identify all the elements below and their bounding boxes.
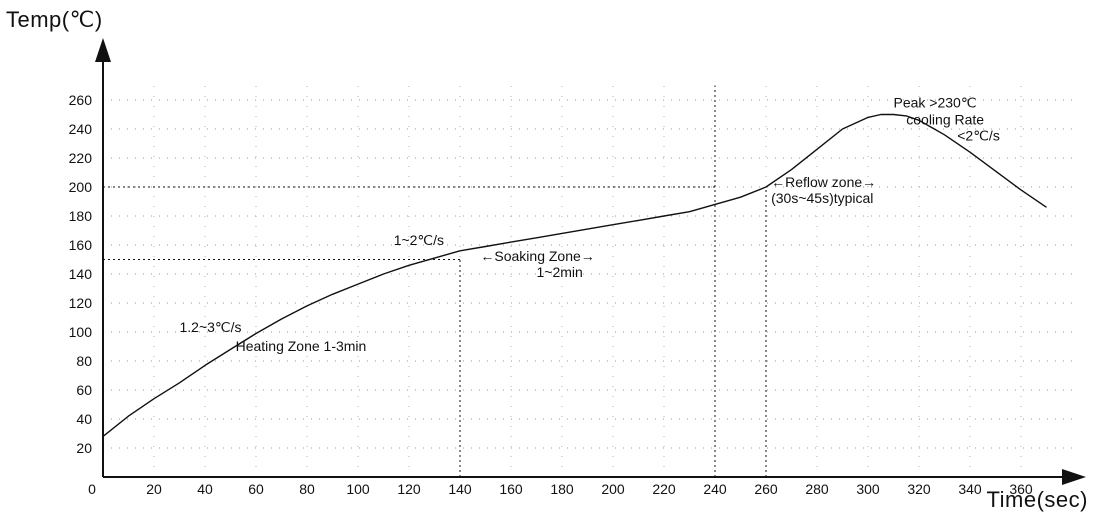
x-tick-label: 60 [248, 481, 264, 497]
grid [103, 85, 1072, 477]
tick-labels: 0 20 40 60 80 100 120 140 160 180 200 220 240 260 280 3… [69, 92, 1033, 497]
x-tick-label: 320 [907, 481, 931, 497]
x-tick-label: 280 [805, 481, 829, 497]
annotation-label: Heating Zone 1-3min [236, 338, 367, 354]
x-tick-label: 220 [652, 481, 676, 497]
y-tick-label: 100 [69, 324, 93, 340]
y-tick-label: 40 [76, 411, 92, 427]
y-tick-label: 120 [69, 295, 93, 311]
annotation-label: 1~2℃/s [394, 232, 444, 248]
annotation-label: ←Soaking Zone→ [480, 248, 594, 264]
annotations: 1.2~3℃/s Heating Zone 1-3min 1~2℃/s ←Soakin… [180, 94, 1000, 354]
x-tick-label: 140 [448, 481, 472, 497]
y-tick-label: 140 [69, 266, 93, 282]
annotation-label: (30s~45s)typical [771, 190, 873, 206]
series-line-temperature [102, 113, 1047, 437]
annotation-label: 1.2~3℃/s [180, 319, 242, 335]
x-tick-label: 360 [1009, 481, 1033, 497]
annotation-label: ←Reflow zone→ [771, 174, 876, 190]
x-tick-label: 20 [146, 481, 162, 497]
y-tick-label: 80 [76, 353, 92, 369]
annotation-label: Peak >230℃ [894, 94, 977, 110]
x-axis-arrow [1062, 469, 1086, 485]
y-axis-arrow [95, 38, 111, 62]
y-tick-label: 20 [76, 440, 92, 456]
x-tick-label: 80 [299, 481, 315, 497]
x-tick-label: 120 [397, 481, 421, 497]
y-tick-label: 180 [69, 208, 93, 224]
x-tick-label: 260 [754, 481, 778, 497]
x-tick-label: 100 [346, 481, 370, 497]
annotation-label: <2℃/s [957, 128, 1000, 144]
x-tick-label: 0 [88, 481, 96, 497]
x-tick-label: 200 [601, 481, 625, 497]
x-axis-title: Time(sec) [987, 487, 1088, 512]
y-tick-label: 200 [69, 179, 93, 195]
y-tick-label: 220 [69, 150, 93, 166]
y-tick-label: 60 [76, 382, 92, 398]
annotation-label: cooling Rate [906, 112, 984, 128]
x-tick-label: 160 [499, 481, 523, 497]
y-tick-label: 240 [69, 121, 93, 137]
x-tick-label: 180 [550, 481, 574, 497]
reference-lines [103, 85, 767, 477]
x-tick-label: 40 [197, 481, 213, 497]
axes [95, 38, 1086, 485]
series [102, 113, 1047, 437]
y-tick-label: 160 [69, 237, 93, 253]
y-axis-title: Temp(℃) [6, 7, 103, 32]
annotation-label: 1~2min [537, 264, 583, 280]
x-tick-label: 300 [856, 481, 880, 497]
x-tick-label: 240 [703, 481, 727, 497]
y-tick-label: 260 [69, 92, 93, 108]
x-tick-label: 340 [958, 481, 982, 497]
